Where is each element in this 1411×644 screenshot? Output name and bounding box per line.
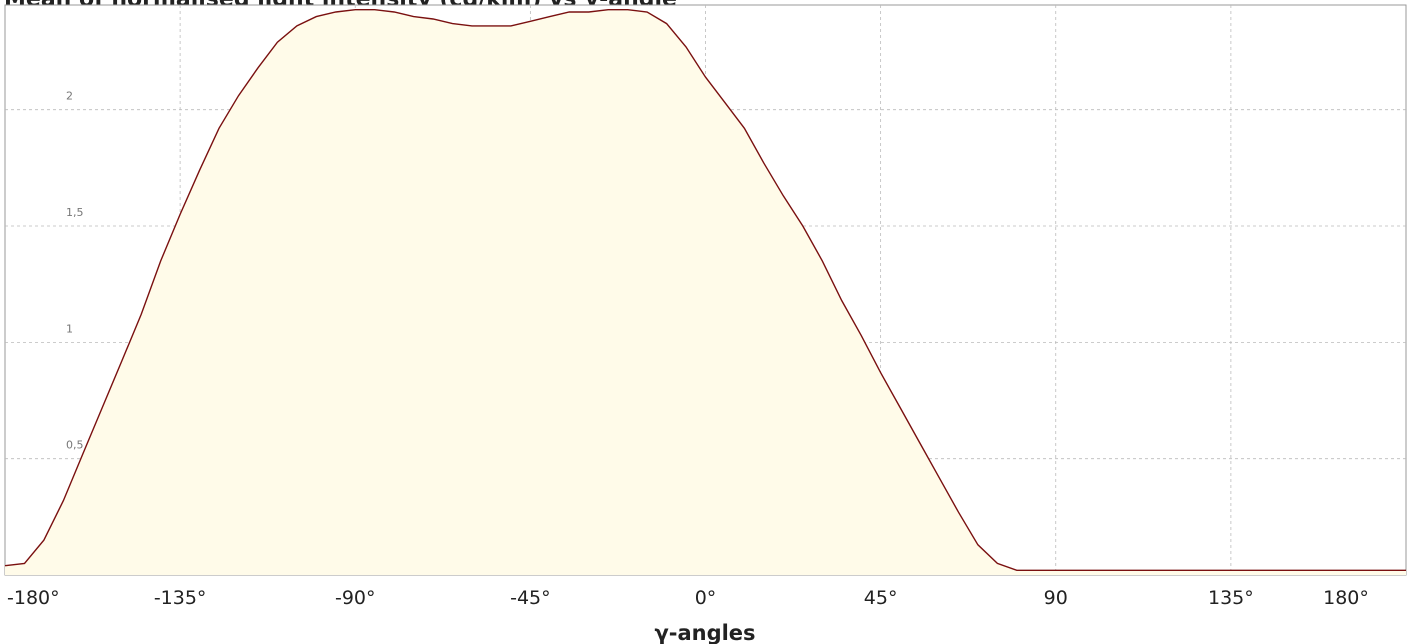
x-tick-label: 135° [1208, 587, 1254, 609]
x-axis-ticks: -180° -135° -90° -45° 0° 45° 90 135° 180° [7, 587, 1369, 609]
y-axis-ticks: 0,5 1 1,5 2 [66, 90, 84, 452]
series-area [5, 9, 1406, 575]
x-tick-label: 90 [1044, 587, 1068, 609]
y-tick-label: 1 [66, 322, 73, 335]
x-tick-label: -135° [154, 587, 207, 609]
x-tick-label: 45° [864, 587, 898, 609]
series-line [4, 9, 1406, 571]
x-axis-label: γ-angles [654, 621, 755, 644]
x-tick-label: -90° [335, 587, 376, 609]
y-tick-label: 2 [66, 90, 73, 103]
y-tick-label: 0,5 [66, 439, 84, 452]
x-tick-label: 0° [695, 587, 717, 609]
y-tick-label: 1,5 [66, 206, 84, 219]
x-tick-label: 180° [1323, 587, 1369, 609]
x-tick-label: -180° [7, 587, 60, 609]
x-tick-label: -45° [510, 587, 551, 609]
